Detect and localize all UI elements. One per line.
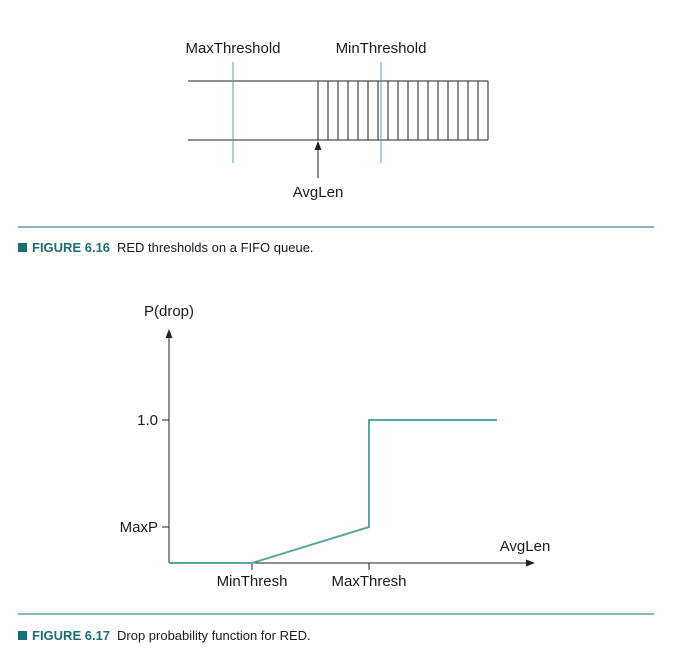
queued-packets bbox=[317, 81, 479, 140]
y-axis-label: P(drop) bbox=[144, 303, 194, 320]
y-tick-label-maxp: MaxP bbox=[120, 519, 158, 536]
figure-caption-6-17: Drop probability function for RED. bbox=[117, 628, 311, 643]
x-tick-label-maxthresh: MaxThresh bbox=[331, 573, 406, 590]
x-axis-label: AvgLen bbox=[500, 538, 551, 555]
figure-caption-6-16: RED thresholds on a FIFO queue. bbox=[117, 240, 314, 255]
max-threshold-label: MaxThreshold bbox=[185, 40, 280, 57]
figure-number-6-16: FIGURE 6.16 bbox=[32, 240, 110, 255]
drop-probability-line bbox=[169, 419, 497, 564]
min-threshold-label: MinThreshold bbox=[336, 40, 427, 57]
figure-number-6-17: FIGURE 6.17 bbox=[32, 628, 110, 643]
y-axis-arrow-icon bbox=[165, 329, 173, 338]
y-tick-label-1-0: 1.0 bbox=[137, 412, 158, 429]
caption-square-icon-2 bbox=[18, 631, 27, 640]
x-axis-arrow-icon bbox=[526, 559, 535, 567]
avglen-arrow-head-icon bbox=[314, 141, 322, 150]
caption-square-icon bbox=[18, 243, 27, 252]
avglen-label: AvgLen bbox=[293, 184, 344, 201]
x-tick-label-minthresh: MinThresh bbox=[217, 573, 288, 590]
fifo-queue-figure: MaxThreshold MinThreshold AvgLen bbox=[185, 40, 489, 201]
drop-probability-chart: P(drop) AvgLen 1.0 MaxP MinThresh MaxThr… bbox=[120, 303, 551, 590]
